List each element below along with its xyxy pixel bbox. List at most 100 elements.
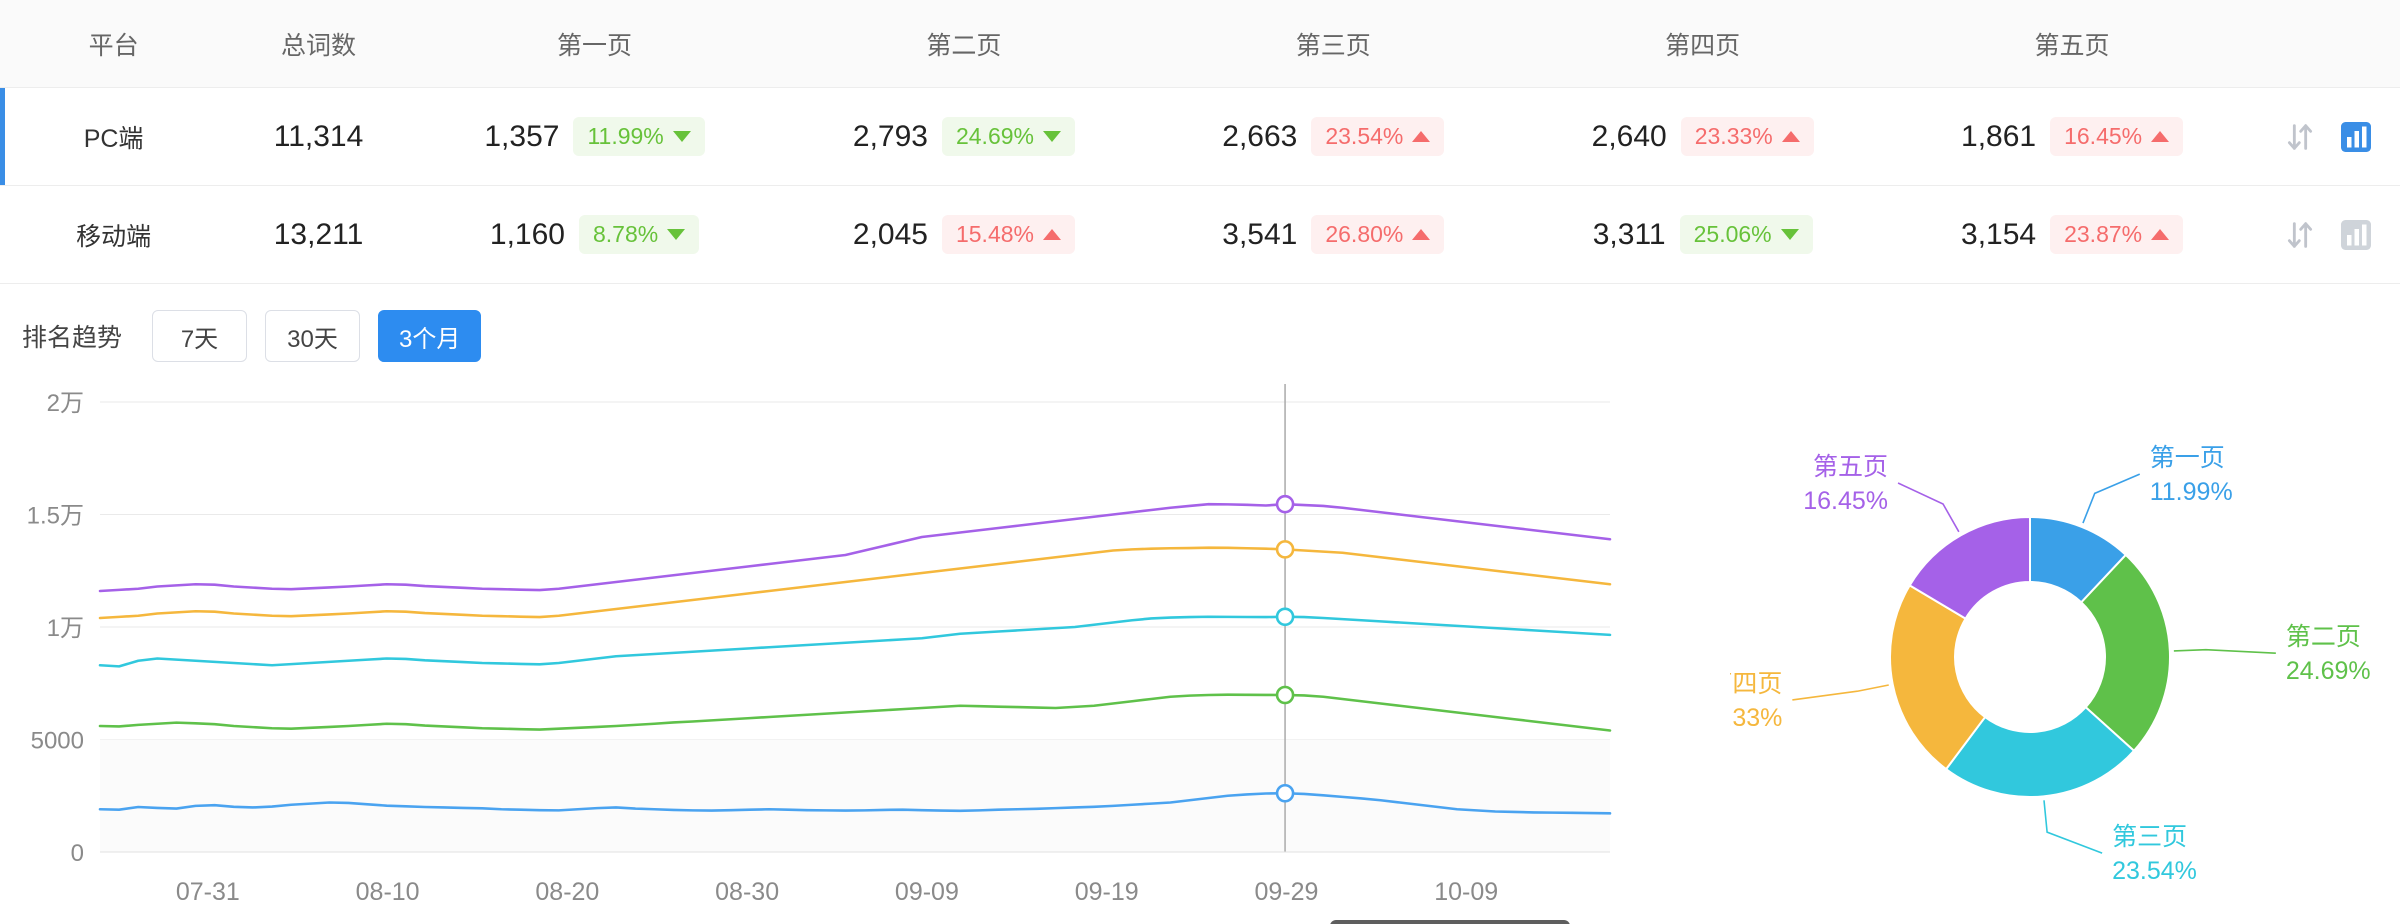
arrow-up-icon <box>1042 229 1061 240</box>
svg-text:08-20: 08-20 <box>535 878 599 906</box>
svg-text:07-31: 07-31 <box>176 878 240 906</box>
arrow-up-icon <box>2151 229 2170 240</box>
svg-text:11.99%: 11.99% <box>2150 478 2233 506</box>
cell-page-4: 2,640 23.33% <box>1518 117 1887 156</box>
svg-text:23.33%: 23.33% <box>1730 704 1782 732</box>
arrow-down-icon <box>667 229 686 240</box>
svg-text:5000: 5000 <box>31 728 84 755</box>
header-page-5: 第五页 <box>2034 31 2110 60</box>
svg-text:1.5万: 1.5万 <box>27 503 84 530</box>
page-pct: 15.48% <box>955 221 1034 247</box>
row-actions <box>2257 119 2400 155</box>
header-page-3: 第三页 <box>1295 31 1371 60</box>
range-30d[interactable]: 30天 <box>265 310 361 362</box>
cell-page-5: 1,861 16.45% <box>1887 117 2256 156</box>
page-pct: 23.87% <box>2064 221 2143 247</box>
page-count: 2,045 <box>852 217 928 251</box>
page-pct-badge: 25.06% <box>1679 215 1813 254</box>
sort-icon[interactable] <box>2282 119 2318 155</box>
chart-icon[interactable] <box>2338 119 2374 155</box>
arrow-up-icon <box>2151 131 2170 142</box>
svg-text:0: 0 <box>71 840 84 867</box>
page-pct: 8.78% <box>592 221 659 247</box>
page-count: 3,154 <box>1961 217 2037 251</box>
header-total: 总词数 <box>281 31 357 60</box>
page-count: 3,541 <box>1222 217 1298 251</box>
page-pct-badge: 15.48% <box>941 215 1075 254</box>
page-pct: 16.45% <box>2064 123 2143 149</box>
cell-page-3: 2,663 23.54% <box>1149 117 1518 156</box>
svg-text:第四页: 第四页 <box>1730 670 1782 698</box>
chart-tooltip: 09-26 前10名: 2,611 前20名: 6,978 前30名: 10,4… <box>1330 920 1570 924</box>
page-pct: 23.33% <box>1694 123 1773 149</box>
page-pct: 25.06% <box>1693 221 1772 247</box>
svg-text:第一页: 第一页 <box>2150 444 2225 472</box>
page-pct: 26.80% <box>1325 221 1404 247</box>
page-count: 1,357 <box>484 119 560 153</box>
charts-region: 爱站网 050001万1.5万2万07-3108-1008-2008-3009-… <box>0 372 2400 924</box>
ranking-table: 平台 总词数 第一页 第二页 第三页 第四页 第五页 PC端 11,314 1,… <box>0 0 2400 284</box>
table-header-row: 平台 总词数 第一页 第二页 第三页 第四页 第五页 <box>0 0 2400 88</box>
trend-toolbar: 排名趋势 7天 30天 3个月 <box>0 284 2400 372</box>
svg-text:08-30: 08-30 <box>715 878 779 906</box>
range-7d[interactable]: 7天 <box>152 310 248 362</box>
table-row[interactable]: PC端 11,314 1,357 11.99% 2,793 24.69% 2,6… <box>0 88 2400 186</box>
svg-text:2万: 2万 <box>47 390 84 417</box>
svg-text:09-19: 09-19 <box>1075 878 1139 906</box>
page-pct: 24.69% <box>955 123 1034 149</box>
page-pct: 11.99% <box>587 123 664 149</box>
donut-chart-svg: 第一页 11.99% 第二页 24.69% 第三页 23.54% 第四页 23.33% 第五页 1… <box>1730 444 2371 885</box>
page-pct-badge: 26.80% <box>1311 215 1445 254</box>
svg-text:16.45%: 16.45% <box>1803 487 1888 515</box>
page-count: 1,160 <box>489 217 565 251</box>
cell-page-1: 1,160 8.78% <box>410 215 779 254</box>
header-page-2: 第二页 <box>926 31 1002 60</box>
svg-text:08-10: 08-10 <box>356 878 420 906</box>
cell-page-2: 2,045 15.48% <box>779 215 1148 254</box>
page-count: 2,663 <box>1222 119 1298 153</box>
arrow-down-icon <box>1042 131 1061 142</box>
page-count: 3,311 <box>1592 217 1666 251</box>
page-pct: 23.54% <box>1325 123 1404 149</box>
chart-icon[interactable] <box>2338 217 2374 253</box>
header-platform: 平台 <box>88 31 139 60</box>
cell-page-5: 3,154 23.87% <box>1887 215 2256 254</box>
svg-text:23.54%: 23.54% <box>2112 857 2197 885</box>
page-pct-badge: 11.99% <box>573 117 705 156</box>
arrow-down-icon <box>1780 229 1799 240</box>
line-chart-svg: 0 5000 1万 1.5万 2万 07-31 08-10 08-20 08-30 09-09 09… <box>27 384 1612 906</box>
trend-title: 排名趋势 <box>22 324 123 352</box>
page-count: 2,793 <box>852 119 928 153</box>
page-distribution-donut-chart: 第一页 11.99% 第二页 24.69% 第三页 23.54% 第四页 23.33% 第五页 1… <box>1730 372 2400 924</box>
cell-total: 13,211 <box>273 217 364 251</box>
header-page-1: 第一页 <box>557 31 633 60</box>
range-3m[interactable]: 3个月 <box>378 310 482 362</box>
page-pct-badge: 23.33% <box>1680 117 1814 156</box>
arrow-down-icon <box>672 131 691 142</box>
svg-text:第三页: 第三页 <box>2112 823 2187 851</box>
page-pct-badge: 23.54% <box>1311 117 1445 156</box>
page-pct-badge: 23.87% <box>2050 215 2184 254</box>
cell-page-4: 3,311 25.06% <box>1518 215 1887 254</box>
svg-text:1万: 1万 <box>47 615 84 642</box>
page-pct-badge: 16.45% <box>2050 117 2184 156</box>
cell-page-1: 1,357 11.99% <box>410 117 779 156</box>
svg-text:10-09: 10-09 <box>1434 878 1498 906</box>
rank-trend-line-chart: 0 5000 1万 1.5万 2万 07-31 08-10 08-20 08-30 09-09 09… <box>0 372 1720 924</box>
cell-page-2: 2,793 24.69% <box>779 117 1148 156</box>
svg-text:24.69%: 24.69% <box>2286 657 2371 685</box>
arrow-up-icon <box>1412 131 1431 142</box>
svg-text:09-29: 09-29 <box>1254 878 1318 906</box>
table-row[interactable]: 移动端 13,211 1,160 8.78% 2,045 15.48% 3,54… <box>0 186 2400 284</box>
page-count: 2,640 <box>1591 119 1667 153</box>
sort-icon[interactable] <box>2282 217 2318 253</box>
arrow-up-icon <box>1781 131 1800 142</box>
cell-platform: PC端 <box>83 124 144 153</box>
page-count: 1,861 <box>1961 119 2037 153</box>
cell-total: 11,314 <box>273 119 364 153</box>
row-actions <box>2257 217 2400 253</box>
cell-page-3: 3,541 26.80% <box>1149 215 1518 254</box>
arrow-up-icon <box>1412 229 1431 240</box>
header-page-4: 第四页 <box>1665 31 1741 60</box>
